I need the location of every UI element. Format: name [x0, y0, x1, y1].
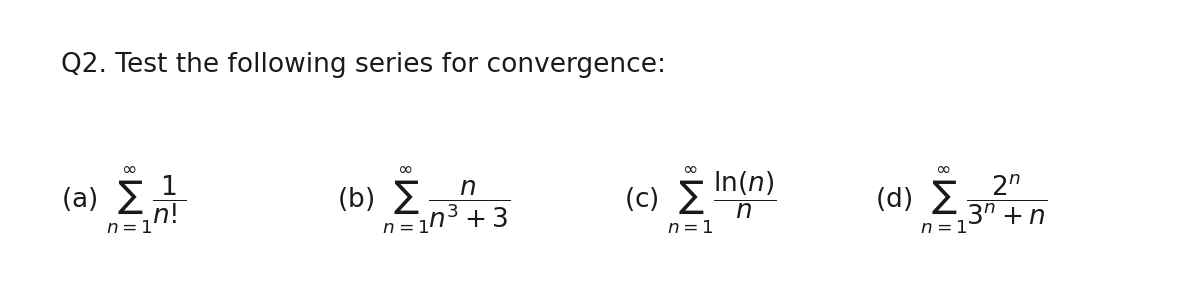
Text: (c) $\sum_{n=1}^{\infty} \dfrac{\ln(n)}{n}$: (c) $\sum_{n=1}^{\infty} \dfrac{\ln(n)}{… — [624, 164, 776, 236]
Text: (d) $\sum_{n=1}^{\infty} \dfrac{2^n}{3^n+n}$: (d) $\sum_{n=1}^{\infty} \dfrac{2^n}{3^n… — [875, 164, 1048, 236]
Text: (a) $\sum_{n=1}^{\infty} \dfrac{1}{n!}$: (a) $\sum_{n=1}^{\infty} \dfrac{1}{n!}$ — [61, 164, 187, 236]
Text: (b) $\sum_{n=1}^{\infty} \dfrac{n}{n^3+3}$: (b) $\sum_{n=1}^{\infty} \dfrac{n}{n^3+3… — [337, 164, 510, 236]
Text: Q2. Test the following series for convergence:: Q2. Test the following series for conver… — [61, 52, 666, 78]
